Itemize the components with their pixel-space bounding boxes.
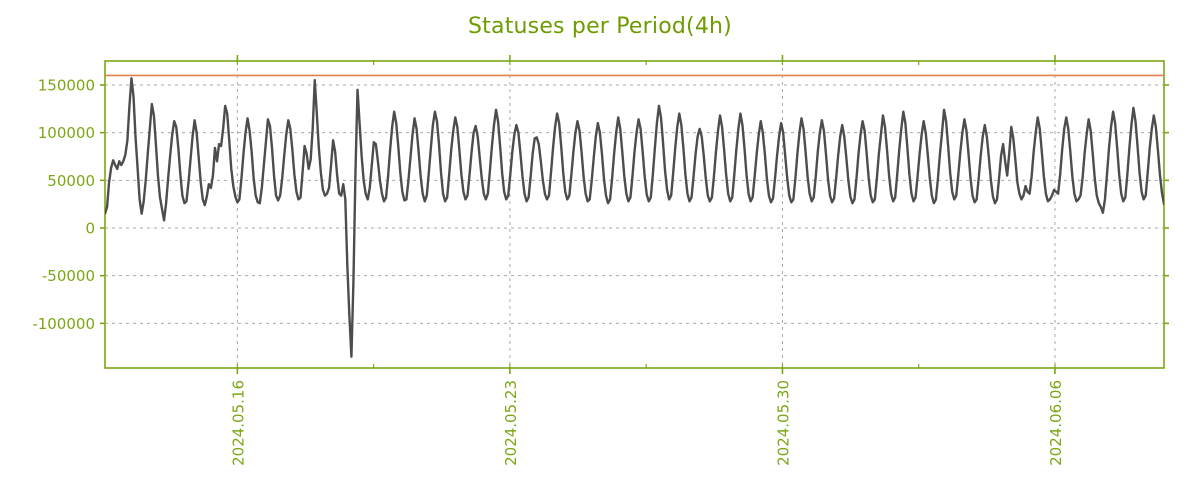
gridlines — [105, 61, 1164, 368]
y-tick-label: 100000 — [38, 124, 95, 142]
y-tick-label: 50000 — [47, 172, 95, 190]
chart-title: Statuses per Period(4h) — [468, 14, 732, 39]
y-tick-label: 0 — [85, 220, 95, 238]
plot-frame — [104, 60, 1165, 369]
y-axis-ticks — [100, 84, 1169, 325]
data-series — [105, 77, 1164, 358]
y-axis-labels: 150000 100000 50000 0 -50000 -100000 — [32, 77, 95, 333]
x-tick-label: 2024.05.16 — [229, 380, 247, 466]
x-axis-ticks — [236, 55, 1056, 374]
x-tick-label: 2024.06.06 — [1047, 380, 1065, 466]
x-axis-labels: 2024.05.16 2024.05.23 2024.05.30 2024.06.06 — [229, 380, 1065, 466]
series-line — [105, 77, 1164, 358]
y-tick-label: -100000 — [32, 315, 95, 333]
x-tick-label: 2024.05.30 — [774, 380, 792, 466]
y-tick-label: -50000 — [42, 267, 95, 285]
x-tick-label: 2024.05.23 — [502, 380, 520, 466]
y-tick-label: 150000 — [38, 77, 95, 95]
